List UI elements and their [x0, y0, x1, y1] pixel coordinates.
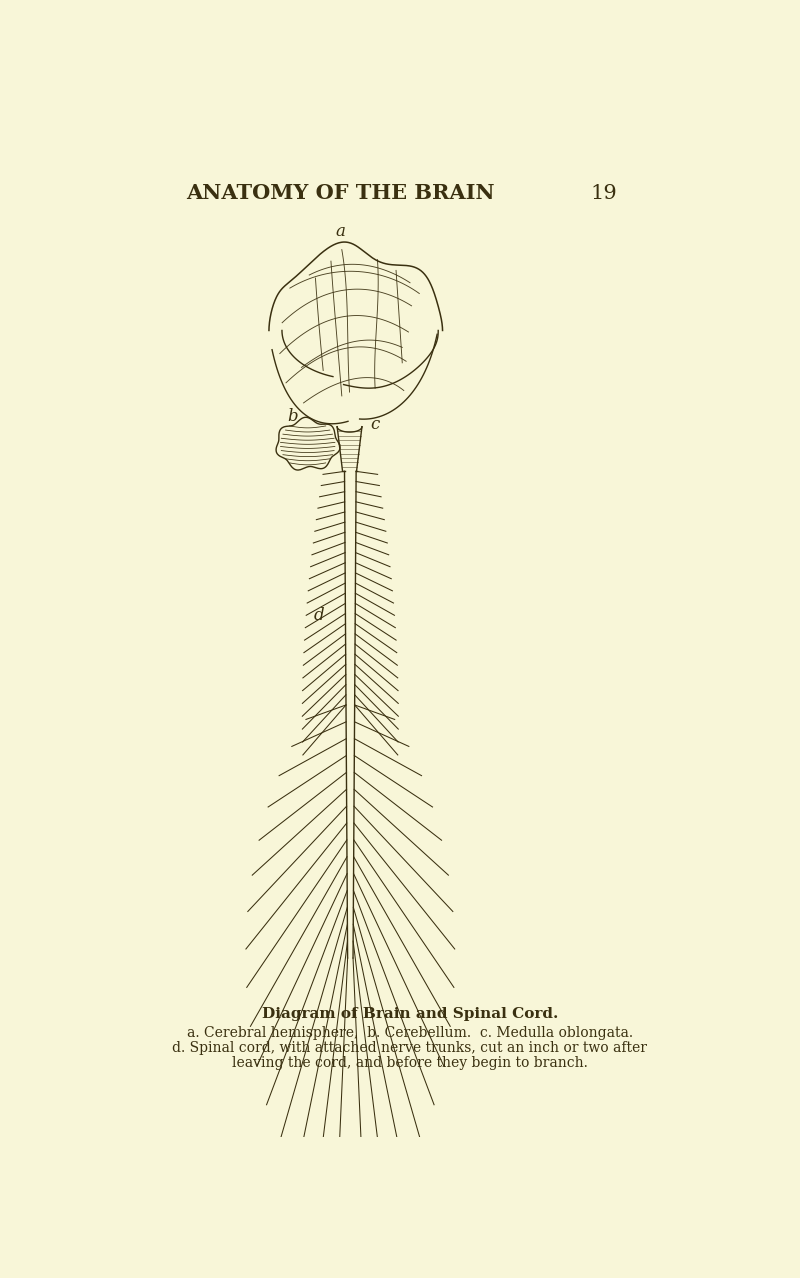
Text: 19: 19 — [590, 184, 617, 203]
Text: d: d — [314, 607, 325, 624]
Text: Diagram of Brain and Spinal Cord.: Diagram of Brain and Spinal Cord. — [262, 1007, 558, 1021]
Text: d. Spinal cord, with attached nerve trunks, cut an inch or two after: d. Spinal cord, with attached nerve trun… — [173, 1042, 647, 1056]
Text: b: b — [287, 408, 298, 426]
Text: a. Cerebral hemisphere,  b. Cerebellum.  c. Medulla oblongata.: a. Cerebral hemisphere, b. Cerebellum. c… — [187, 1026, 633, 1040]
Text: c: c — [370, 415, 380, 433]
Text: leaving the cord, and before they begin to branch.: leaving the cord, and before they begin … — [232, 1057, 588, 1071]
Text: a: a — [335, 224, 345, 240]
Text: ANATOMY OF THE BRAIN: ANATOMY OF THE BRAIN — [186, 184, 494, 203]
